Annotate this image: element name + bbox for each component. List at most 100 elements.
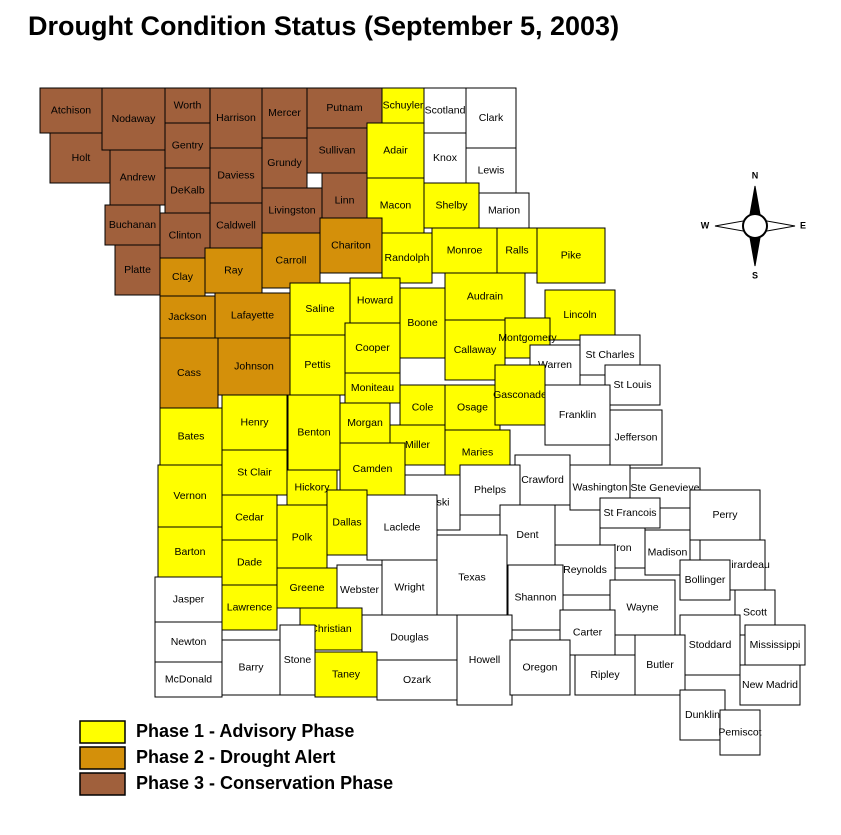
county-name: Moniteau	[351, 382, 394, 394]
county-name: Cole	[412, 401, 434, 413]
county-name: Gentry	[172, 139, 204, 151]
county-name: Benton	[297, 426, 330, 438]
county-name: Harrison	[216, 112, 256, 124]
county-name: Miller	[405, 439, 431, 451]
county-shape	[574, 654, 636, 696]
county-name: Maries	[462, 446, 494, 458]
county-name: Madison	[648, 546, 688, 558]
county-name: Marion	[488, 204, 520, 216]
county-shape	[154, 576, 223, 623]
county-name: Jefferson	[615, 431, 658, 443]
county-name: Macon	[380, 199, 412, 211]
county-shape	[279, 624, 316, 696]
county-shape	[209, 202, 263, 249]
county-name: Caldwell	[216, 219, 256, 231]
county-shape	[276, 567, 338, 609]
county-shape	[276, 504, 328, 571]
county-shape	[423, 87, 467, 134]
county-name: Scott	[743, 606, 767, 618]
county-shape	[217, 337, 291, 396]
county-name: St Charles	[585, 349, 634, 361]
county-name: Saline	[305, 303, 334, 315]
county-shape	[465, 87, 517, 149]
county-shape	[159, 295, 216, 339]
county-shape	[344, 322, 401, 374]
county-shape	[679, 614, 741, 676]
county-name: Bates	[178, 430, 205, 442]
county-name: Polk	[292, 531, 313, 543]
county-shape	[444, 272, 526, 321]
county-name: Randolph	[385, 252, 430, 264]
county-name: Phelps	[474, 484, 506, 496]
county-name: Johnson	[234, 360, 274, 372]
county-name: Butler	[646, 659, 674, 671]
county-shape	[744, 624, 806, 666]
county-shape	[306, 87, 383, 129]
county-shape	[507, 564, 564, 631]
county-name: Ripley	[590, 669, 620, 681]
county-name: Cooper	[355, 342, 390, 354]
county-shape	[289, 282, 351, 336]
county-name: Atchison	[51, 104, 91, 116]
county-name: Henry	[240, 416, 269, 428]
county-shape	[261, 232, 321, 289]
county-shape	[339, 402, 391, 444]
county-shape	[361, 614, 458, 661]
legend-swatch	[79, 746, 126, 770]
county-name: DeKalb	[170, 184, 205, 196]
county-shape	[109, 149, 166, 206]
county-name: Vernon	[173, 490, 206, 502]
county-shape	[314, 651, 378, 698]
county-shape	[599, 497, 661, 529]
county-shape	[326, 489, 368, 556]
county-name: Texas	[458, 571, 485, 583]
county-shape	[159, 257, 206, 297]
county-name: Barry	[238, 661, 264, 673]
county-shape	[456, 614, 513, 706]
county-name: Gasconade	[493, 389, 547, 401]
county-shape	[159, 212, 211, 259]
county-name: Livingston	[268, 204, 315, 216]
county-name: Chariton	[331, 239, 371, 251]
county-name: Bollinger	[685, 574, 726, 586]
county-shape	[436, 534, 508, 621]
county-name: New Madrid	[742, 679, 798, 691]
county-name: Grundy	[267, 157, 302, 169]
county-name: Warren	[538, 359, 572, 371]
county-name: Pettis	[304, 359, 330, 371]
county-name: Franklin	[559, 409, 597, 421]
county-name: Monroe	[447, 244, 483, 256]
county-shape	[221, 584, 278, 631]
county-name: Mercer	[268, 107, 301, 119]
county-name: Taney	[332, 668, 361, 680]
legend-label: Phase 2 - Drought Alert	[136, 747, 335, 767]
county-name: Laclede	[384, 521, 421, 533]
county-shape	[689, 489, 761, 541]
county-name: Crawford	[521, 474, 564, 486]
county-name: Christian	[310, 623, 352, 635]
county-shape	[444, 384, 501, 431]
county-name: Montgomery	[498, 332, 557, 344]
county-shape	[289, 334, 346, 396]
county-name: Howell	[469, 654, 501, 666]
county-name: Carter	[573, 626, 603, 638]
county-name: Schuyler	[383, 99, 424, 111]
county-shape	[399, 287, 446, 359]
legend-swatch	[79, 720, 126, 744]
county-name: Clark	[479, 112, 504, 124]
county-name: Dade	[237, 556, 262, 568]
county-shape	[544, 289, 616, 341]
county-shape	[494, 364, 546, 426]
county-name: Camden	[353, 463, 393, 475]
county-shape	[154, 661, 223, 698]
county-shape	[478, 192, 530, 229]
county-name: Howard	[357, 294, 393, 306]
county-name: Jasper	[173, 593, 205, 605]
county-shape	[376, 659, 458, 701]
county-name: Holt	[72, 152, 91, 164]
county-shape	[536, 227, 606, 284]
county-shape	[287, 394, 341, 471]
county-name: Barton	[175, 546, 206, 558]
county-name: Greene	[289, 582, 324, 594]
county-shape	[399, 384, 446, 431]
